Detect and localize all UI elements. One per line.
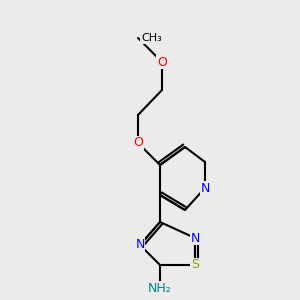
Text: N: N — [135, 238, 145, 251]
Text: O: O — [133, 136, 143, 149]
Text: CH₃: CH₃ — [141, 33, 162, 43]
Text: S: S — [191, 259, 199, 272]
Text: N: N — [190, 232, 200, 244]
Text: O: O — [157, 56, 167, 68]
Text: NH₂: NH₂ — [148, 281, 172, 295]
Text: N: N — [200, 182, 210, 194]
